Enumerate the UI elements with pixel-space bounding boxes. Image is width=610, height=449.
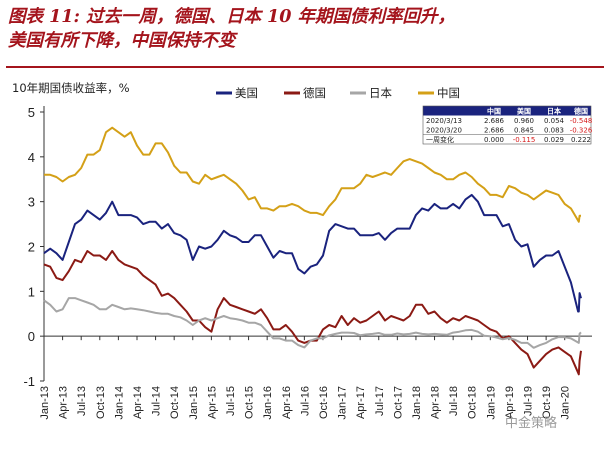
- x-tick-label: Jan-13: [39, 386, 51, 420]
- x-tick-label: Jan-14: [113, 386, 125, 420]
- series-line-日本: [43, 297, 582, 349]
- figure-title: 图表 11: 过去一周，德国、日本 10 年期国债利率回升， 美国有所下降，中国…: [8, 5, 604, 53]
- x-tick-label: Jul-13: [76, 386, 88, 416]
- data-table-cell: 0.222: [571, 136, 591, 144]
- x-tick-label: Jan-19: [485, 386, 497, 420]
- data-table-cell: 2.686: [484, 127, 505, 135]
- data-table-cell: -0.115: [513, 136, 536, 144]
- data-table-cell: 0.029: [544, 136, 564, 144]
- data-table-cell: 0.083: [544, 127, 564, 135]
- data-table-cell: 一周变化: [426, 135, 454, 144]
- y-tick-label: 0: [28, 329, 35, 344]
- x-tick-label: Jul-19: [523, 386, 535, 416]
- x-tick-label: Oct-15: [244, 386, 256, 419]
- x-tick-label: Jan-16: [262, 386, 274, 420]
- y-tick-label: 3: [28, 195, 35, 210]
- x-tick-label: Jul-14: [151, 386, 163, 416]
- data-table-cell: 2020/3/20: [426, 127, 462, 135]
- x-tick-label: Jul-16: [299, 386, 311, 416]
- x-tick-label: Apr-15: [206, 386, 218, 419]
- series-line-德国: [43, 250, 582, 376]
- x-tick-label: Jan-18: [411, 386, 423, 420]
- y-tick-label: 4: [28, 150, 35, 165]
- data-table-header-cell: 美国: [517, 107, 531, 116]
- y-tick-label: 1: [28, 284, 35, 299]
- y-tick-label: 5: [28, 105, 35, 120]
- title-divider: [6, 66, 604, 68]
- x-tick-label: Oct-16: [318, 386, 330, 419]
- series-line-美国: [43, 193, 582, 313]
- figure-title-line1: 图表 11: 过去一周，德国、日本 10 年期国债利率回升，: [8, 7, 456, 27]
- y-tick-label: -1: [23, 374, 35, 389]
- data-table-cell: -0.548: [570, 117, 593, 125]
- x-tick-label: Oct-17: [392, 386, 404, 419]
- x-tick-label: Oct-19: [541, 386, 553, 419]
- x-tick-label: Apr-13: [58, 386, 70, 419]
- figure-title-line2: 美国有所下降，中国保持不变: [8, 31, 236, 51]
- x-tick-label: Apr-16: [281, 386, 293, 419]
- data-table-cell: 2.686: [484, 117, 505, 125]
- x-tick-label: Oct-18: [467, 386, 479, 419]
- x-tick-label: Apr-17: [355, 386, 367, 419]
- x-tick-label: Oct-14: [169, 386, 181, 419]
- data-table-cell: 2020/3/13: [426, 117, 462, 125]
- x-tick-label: Jul-18: [448, 386, 460, 416]
- data-table-header-cell: 德国: [574, 107, 588, 116]
- y-tick-label: 2: [28, 240, 35, 255]
- x-tick-label: Jan-20: [560, 386, 572, 420]
- x-tick-label: Oct-13: [95, 386, 107, 419]
- series-line-中国: [44, 126, 581, 223]
- x-tick-label: Apr-14: [132, 386, 144, 419]
- data-table-cell: 0.845: [514, 127, 534, 135]
- x-tick-label: Apr-19: [504, 386, 516, 419]
- data-table-cell: -0.326: [570, 127, 593, 135]
- data-table-cell: 0.960: [514, 117, 534, 125]
- legend-label: 中国: [437, 86, 460, 100]
- data-table-header-cell: 日本: [547, 107, 561, 116]
- x-tick-label: Apr-18: [430, 386, 442, 419]
- data-table-cell: 0.054: [544, 117, 565, 125]
- x-tick-label: Jan-17: [337, 386, 349, 420]
- x-tick-label: Jan-15: [188, 386, 200, 420]
- data-table-frame: [422, 105, 592, 145]
- watermark: 中金策略: [505, 416, 558, 431]
- data-table-header-bg: [423, 106, 591, 116]
- legend-label: 美国: [235, 86, 258, 100]
- x-tick-label: Jul-15: [225, 386, 237, 416]
- data-table-cell: 0.000: [484, 136, 504, 144]
- data-table-header-cell: 中国: [487, 107, 501, 116]
- legend-label: 日本: [369, 86, 392, 100]
- x-tick-label: Jul-17: [374, 386, 386, 416]
- y-axis-label: 10年期国债收益率，%: [12, 81, 130, 95]
- legend-label: 德国: [303, 86, 326, 100]
